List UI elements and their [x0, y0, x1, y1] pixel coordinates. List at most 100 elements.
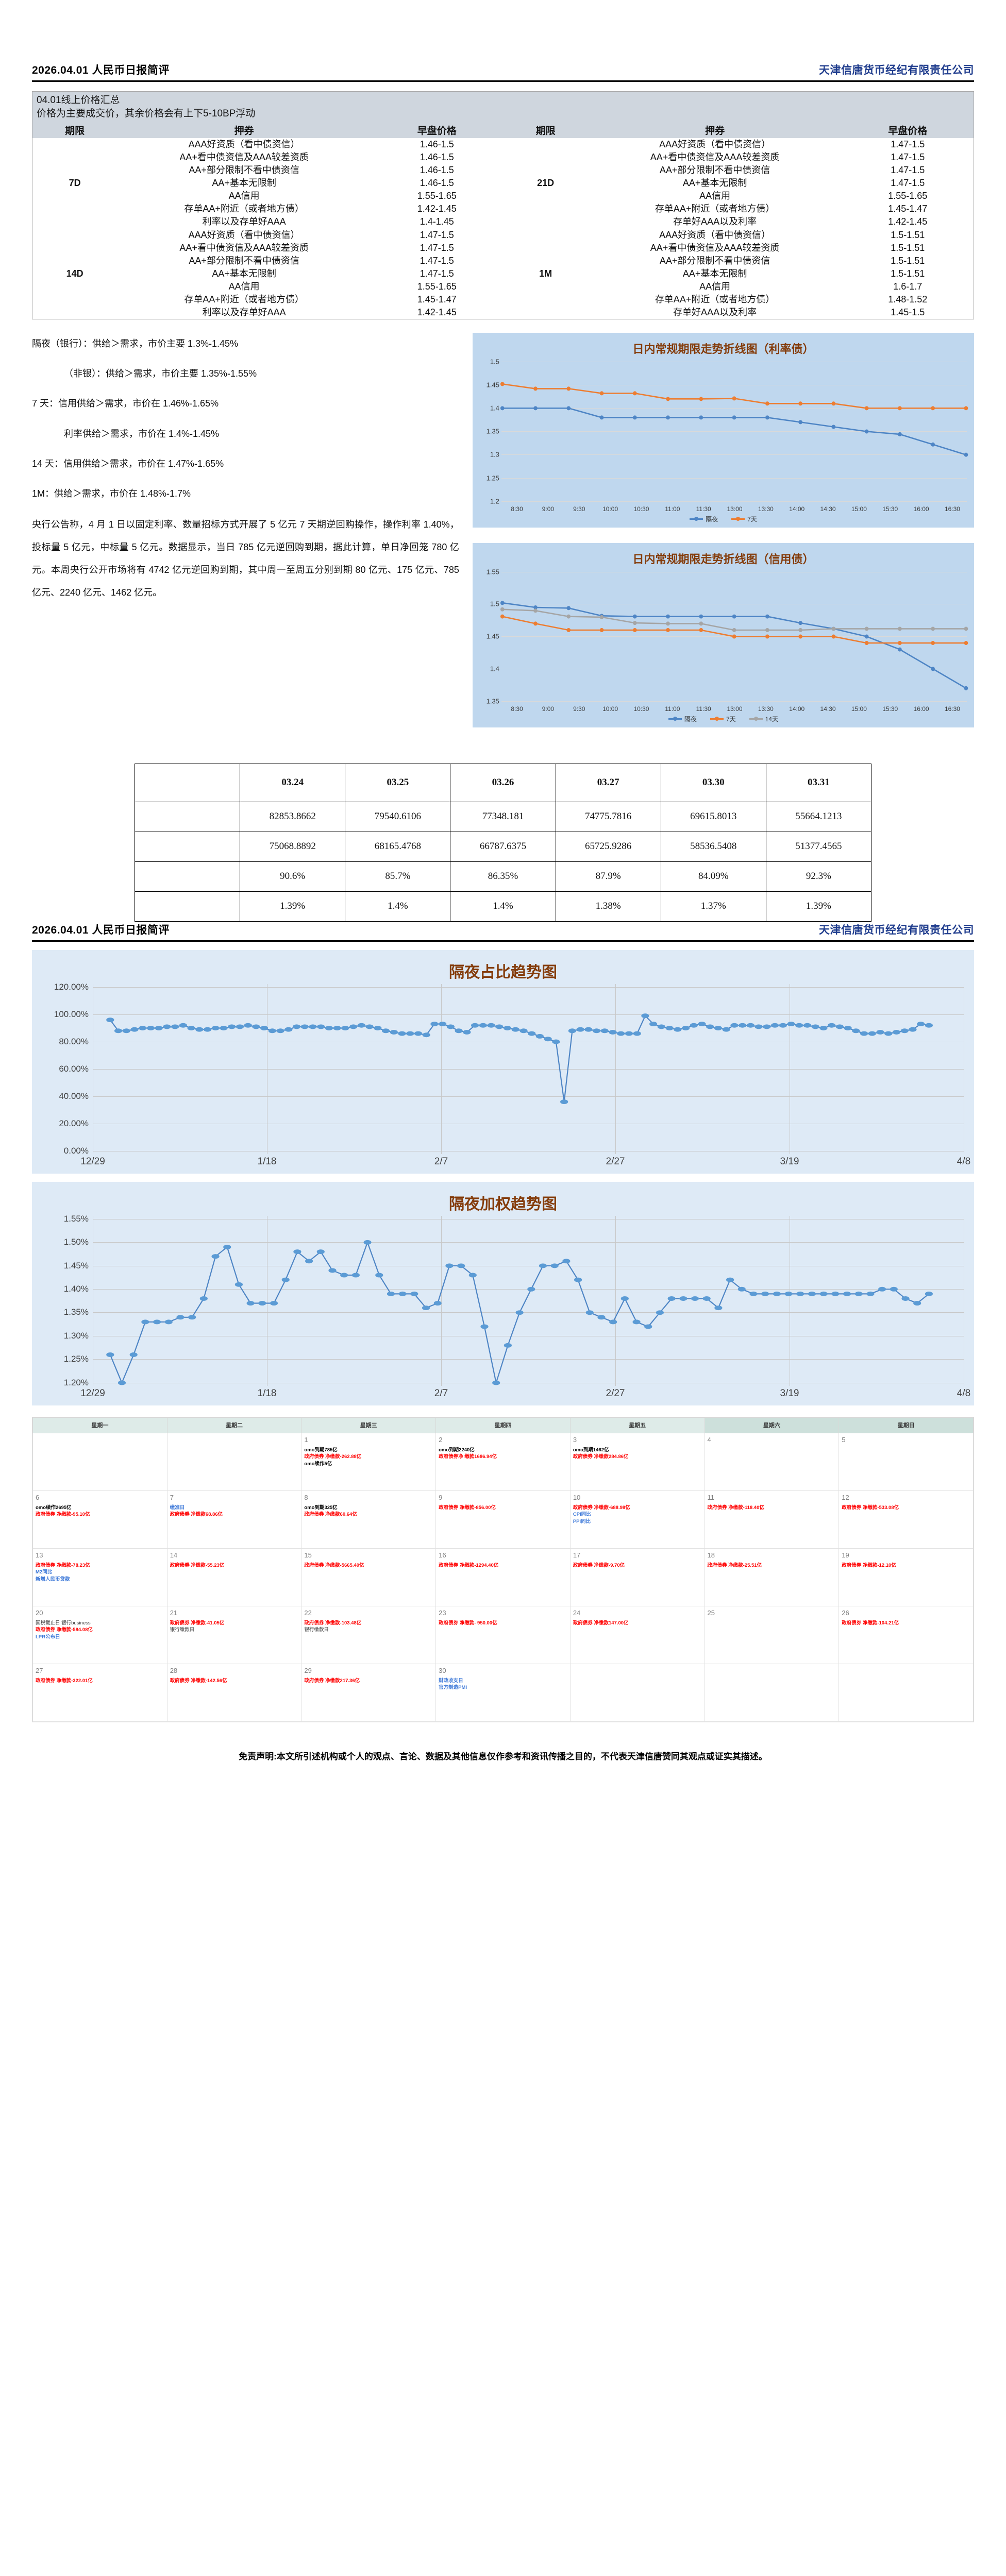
- x-axis-tick-label: 10:00: [602, 505, 618, 513]
- calendar-day-cell[interactable]: 17 政府债券 净缴款-9.70亿: [569, 1548, 705, 1606]
- data-point: [714, 1305, 723, 1310]
- data-point: [599, 615, 604, 619]
- calendar-day-cell[interactable]: 19 政府债券 净缴款-12.10亿: [839, 1548, 974, 1606]
- calendar-day-cell[interactable]: 6 omo续作2695亿 政府债券 净缴款-95.10亿: [32, 1490, 167, 1549]
- data-point: [258, 1300, 266, 1306]
- calendar-day-cell[interactable]: 21 政府债券 净缴款-41.05亿 银行缴款日: [166, 1605, 302, 1664]
- calendar-day-number: 12: [842, 1493, 849, 1501]
- calendar-day-cell[interactable]: 4: [704, 1432, 840, 1491]
- calendar-day-cell[interactable]: 23 政府债券 净缴款- 950.00亿: [435, 1605, 571, 1664]
- price-collateral: AA+基本无限制: [212, 268, 276, 279]
- calendar-day-cell[interactable]: 20 国税截止日 银行business 政府债券 净缴款-584.08亿 LPR公布日: [32, 1605, 167, 1664]
- calendar-day-cell[interactable]: 10 政府债券 净缴款-688.98亿 CPI同比 PPI同比: [569, 1490, 705, 1549]
- calendar-day-cell[interactable]: 29 政府债券 净缴款217.36亿: [301, 1663, 437, 1722]
- price-value: 1.45-1.47: [888, 204, 928, 214]
- data-point: [698, 1021, 706, 1026]
- calendar-day-cell[interactable]: [839, 1663, 974, 1722]
- calendar-day-cell[interactable]: 12 政府债券 净缴款-533.08亿: [839, 1490, 974, 1549]
- calendar-day-cell[interactable]: 24 政府债券 净缴款147.00亿: [569, 1605, 705, 1664]
- calendar-day-cell[interactable]: 22 政府债券 净缴款-103.48亿 银行缴款日: [301, 1605, 437, 1664]
- price-table-caption-line2: 价格为主要成交价，其余价格会有上下5-10BP浮动: [37, 108, 256, 119]
- calendar-day-number: 19: [842, 1551, 849, 1559]
- calendar-day-cell[interactable]: 26 政府债券 净缴款-104.21亿: [839, 1605, 974, 1664]
- legend-label: 7天: [747, 515, 757, 523]
- calendar-weekday-header: 星期六: [704, 1417, 840, 1433]
- calendar-day-cell[interactable]: 28 政府债券 净缴款-142.56亿: [166, 1663, 302, 1722]
- price-collateral: AA+看中债资信及AAA较差资质: [650, 152, 780, 163]
- price-value: 1.48-1.52: [888, 294, 928, 304]
- calendar-day-cell[interactable]: [704, 1663, 840, 1722]
- data-point: [333, 1025, 341, 1030]
- data-point: [584, 1027, 593, 1032]
- data-point: [666, 614, 670, 619]
- data-point: [674, 1027, 682, 1032]
- commentary-line: 1M：供给＞需求，市价在 1.48%-1.7%: [32, 488, 191, 499]
- price-collateral: 存单好AAA以及利率: [673, 216, 757, 227]
- calendar-day-cell[interactable]: 7 缴准日 政府债券 净缴款68.86亿: [166, 1490, 302, 1549]
- calendar-day-cell[interactable]: 9 政府债券 净缴款-856.00亿: [435, 1490, 571, 1549]
- calendar-day-cell[interactable]: 27 政府债券 净缴款-322.01亿: [32, 1663, 167, 1722]
- x-axis-tick-label: 13:30: [758, 505, 774, 513]
- calendar-day-cell[interactable]: 14 政府债券 净缴款-55.23亿: [166, 1548, 302, 1606]
- data-point: [763, 1024, 771, 1029]
- data-point: [749, 1291, 758, 1296]
- calendar-day-cell[interactable]: [166, 1432, 302, 1491]
- data-point: [828, 1023, 836, 1028]
- data-point: [864, 406, 869, 411]
- y-axis-tick-label: 1.35%: [63, 1307, 89, 1317]
- price-collateral: AA+部分限制不看中债资信: [189, 165, 299, 176]
- calendar-event: 政府债券净 缴款1686.94亿: [439, 1454, 497, 1460]
- calendar-day-number: 21: [170, 1608, 178, 1617]
- data-point: [139, 1025, 147, 1030]
- calendar-day-cell[interactable]: 13 政府债券 净缴款-78.23亿 M2同比 新增人民币贷款: [32, 1548, 167, 1606]
- data-point: [739, 1023, 747, 1028]
- calendar-day-cell[interactable]: 25: [704, 1605, 840, 1664]
- data-point: [430, 1021, 439, 1026]
- x-axis-tick-label: 12/29: [80, 1387, 105, 1399]
- data-point: [649, 1021, 658, 1026]
- calendar-day-number: 16: [439, 1551, 446, 1559]
- legend-label: 隔夜: [706, 515, 718, 523]
- calendar-day-cell[interactable]: 16 政府债券 净缴款-1294.40亿: [435, 1548, 571, 1606]
- calendar-event: 政府债券 净缴款-41.05亿: [170, 1620, 225, 1626]
- calendar-day-cell[interactable]: 18 政府债券 净缴款-25.51亿: [704, 1548, 840, 1606]
- gridline-vertical: [615, 1215, 616, 1386]
- calendar-day-cell[interactable]: 5: [839, 1432, 974, 1491]
- calendar-event: 政府债券 净缴款- 950.00亿: [439, 1620, 497, 1626]
- data-point: [699, 396, 703, 401]
- data-point: [305, 1258, 313, 1263]
- price-collateral: AA+看中债资信及AAA较差资质: [650, 242, 780, 253]
- calendar-day-cell[interactable]: 8 omo到期325亿 政府债券 净缴款60.64亿: [301, 1490, 437, 1549]
- data-point: [468, 1273, 477, 1278]
- liquidity-calendar: 星期一 星期二 星期三 星期四 星期五 星期六 星期日 1 omo到期785亿 政府债券 净缴款…: [32, 1416, 974, 1722]
- data-point: [566, 406, 571, 411]
- calendar-day-cell[interactable]: 1 omo到期785亿 政府债券 净缴款-262.88亿 omo续作5亿: [301, 1432, 437, 1491]
- calendar-day-number: 11: [707, 1493, 715, 1501]
- price-table-row: 存单AA+附近（或者地方债） 1.45-1.47 存单AA+附近（或者地方债） 1.4…: [32, 293, 974, 306]
- data-point: [576, 1027, 584, 1032]
- chart-svg: [500, 600, 968, 690]
- data-point: [533, 386, 538, 391]
- report-page-2: 2026.04.01 人民币日报简评 天津信唐货币经纪有限责任公司 隔夜占比趋势…: [0, 922, 1006, 1798]
- calendar-day-cell[interactable]: 3 omo到期1462亿 政府债券 净缴款284.86亿: [569, 1432, 705, 1491]
- data-point: [699, 614, 703, 619]
- data-point: [363, 1240, 372, 1245]
- calendar-day-cell[interactable]: [32, 1432, 167, 1491]
- data-point: [831, 1291, 840, 1296]
- calendar-day-cell[interactable]: 15 政府债券 净缴款-5665.40亿: [301, 1548, 437, 1606]
- calendar-day-cell[interactable]: 2 omo到期2240亿 政府债券净 缴款1686.94亿: [435, 1432, 571, 1491]
- price-collateral: 存单AA+附近（或者地方债）: [184, 204, 304, 214]
- data-point: [897, 432, 902, 436]
- price-table-row: 14D AA+基本无限制 1.47-1.5 1M AA+基本无限制 1.5-1.51: [32, 267, 974, 280]
- price-table-row: AA信用 1.55-1.65 AA信用 1.6-1.7: [32, 280, 974, 293]
- data-point: [864, 429, 869, 434]
- data-point: [422, 1305, 430, 1310]
- price-term: 14D: [66, 268, 83, 279]
- stats-cell: [134, 801, 241, 832]
- calendar-day-cell[interactable]: 11 政府债券 净缴款-118.40亿: [704, 1490, 840, 1549]
- statistics-header-row: 03.24 03.25 03.26 03.27 03.30 03.31: [134, 763, 872, 802]
- calendar-day-cell[interactable]: 30 财政收支日 官方制造PMI: [435, 1663, 571, 1722]
- data-point: [223, 1244, 231, 1249]
- calendar-day-cell[interactable]: [569, 1663, 705, 1722]
- gridline: [501, 478, 967, 479]
